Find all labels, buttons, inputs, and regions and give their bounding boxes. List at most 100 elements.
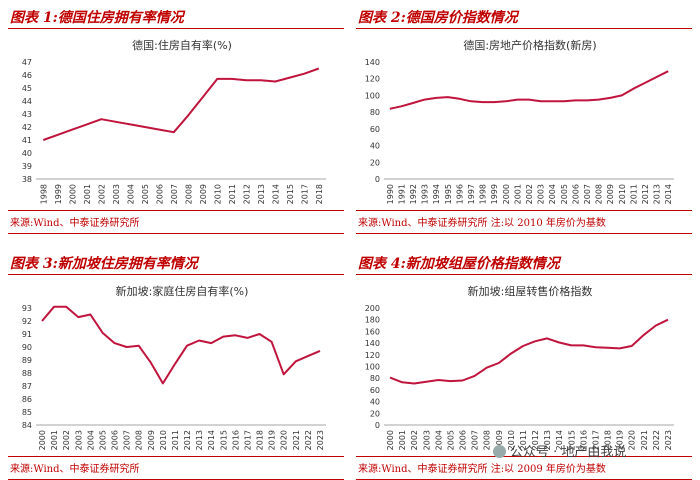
x-tick-label: 1997 (467, 184, 476, 204)
x-tick-label: 1999 (54, 184, 63, 204)
y-tick-label: 120 (365, 351, 380, 360)
y-tick-label: 91 (22, 330, 32, 339)
x-tick-label: 2014 (555, 430, 564, 450)
series-line (41, 305, 321, 385)
chart-footer: 来源:Wind、中泰证券研究所 (8, 456, 344, 480)
x-tick-label: 2001 (398, 430, 407, 450)
y-tick-label: 87 (22, 382, 32, 391)
x-tick-label: 1991 (397, 184, 406, 204)
y-tick-label: 40 (22, 149, 32, 158)
y-tick-label: 160 (365, 327, 380, 336)
x-tick-label: 2012 (531, 430, 540, 450)
x-tick-label: 1990 (386, 184, 395, 204)
x-tick-label: 2008 (483, 430, 492, 450)
y-tick-label: 86 (22, 395, 32, 404)
y-tick-label: 41 (22, 136, 32, 145)
y-tick-label: 93 (22, 304, 32, 313)
x-tick-label: 2012 (183, 430, 192, 450)
x-tick-label: 2010 (618, 184, 627, 204)
x-tick-label: 2022 (304, 430, 313, 450)
x-tick-label: 2003 (112, 184, 121, 204)
x-tick-label: 2010 (159, 430, 168, 450)
x-tick-label: 2001 (50, 430, 59, 450)
chart-header-title: 图表 4:新加坡组屋价格指数情况 (358, 256, 560, 272)
y-tick-label: 20 (370, 409, 380, 418)
y-tick-label: 39 (22, 162, 32, 171)
x-tick-label: 2005 (98, 430, 107, 450)
x-tick-label: 2020 (280, 430, 289, 450)
y-tick-label: 47 (22, 58, 32, 67)
x-tick-label: 2002 (62, 430, 71, 450)
x-tick-label: 1998 (39, 184, 48, 204)
x-tick-label: 2003 (537, 184, 546, 204)
x-tick-label: 2018 (604, 430, 613, 450)
y-tick-label: 92 (22, 317, 32, 326)
wechat-icon (493, 445, 506, 458)
y-tick-label: 45 (22, 84, 32, 93)
x-tick-label: 2009 (147, 430, 156, 450)
x-tick-label: 2015 (219, 430, 228, 450)
chart-header: 图表 3:新加坡住房拥有率情况 (8, 250, 344, 275)
x-tick-label: 1993 (421, 184, 430, 204)
y-tick-label: 0 (375, 175, 380, 184)
chart-header: 图表 4:新加坡组屋价格指数情况 (356, 250, 692, 275)
y-tick-label: 200 (365, 304, 380, 313)
y-tick-label: 60 (370, 386, 380, 395)
y-tick-label: 88 (22, 369, 32, 378)
y-tick-label: 40 (370, 142, 380, 151)
chart-header-title: 图表 2:德国房价指数情况 (358, 10, 518, 26)
x-tick-label: 2001 (83, 184, 92, 204)
x-tick-label: 2004 (86, 430, 95, 450)
x-tick-label: 2007 (123, 430, 132, 450)
y-tick-label: 40 (370, 398, 380, 407)
series-line (389, 70, 669, 110)
x-tick-label: 2014 (271, 184, 280, 204)
x-tick-label: 2004 (548, 184, 557, 204)
watermark-text: 公众号 · 地产由我说 (510, 445, 627, 460)
x-tick-label: 2019 (616, 430, 625, 450)
chart-source-note: 来源:Wind、中泰证券研究所 (10, 218, 140, 229)
x-tick-label: 2009 (606, 184, 615, 204)
y-tick-label: 89 (22, 356, 32, 365)
y-tick-label: 20 (370, 158, 380, 167)
chart-panel-4: 图表 4:新加坡组屋价格指数情况 新加坡:组屋转售价格指数 0 20 40 60 80 10… (356, 250, 692, 480)
x-tick-label: 1994 (432, 184, 441, 204)
y-tick-label: 90 (22, 343, 32, 352)
x-tick-label: 2021 (640, 430, 649, 450)
x-tick-label: 2014 (207, 430, 216, 450)
x-tick-label: 1995 (444, 184, 453, 204)
x-tick-label: 1996 (455, 184, 464, 204)
chart-header-title: 图表 1:德国住房拥有率情况 (10, 10, 184, 26)
chart-title: 德国:房地产价格指数(新房) (463, 38, 596, 52)
x-tick-label: 2009 (495, 430, 504, 450)
x-tick-label: 2013 (257, 184, 266, 204)
x-tick-label: 2000 (386, 430, 395, 450)
x-tick-label: 2013 (543, 430, 552, 450)
y-tick-label: 43 (22, 110, 32, 119)
chart-source-note: 来源:Wind、中泰证券研究所 注:以 2009 年房价为基数 (358, 464, 606, 475)
x-tick-label: 2006 (111, 430, 120, 450)
x-tick-label: 2004 (126, 184, 135, 204)
chart-title: 德国:住房自有率(%) (132, 38, 232, 52)
y-tick-label: 180 (365, 316, 380, 325)
chart-header-title: 图表 3:新加坡住房拥有率情况 (10, 256, 198, 272)
y-tick-label: 140 (365, 339, 380, 348)
x-tick-label: 2013 (195, 430, 204, 450)
x-tick-label: 2018 (315, 184, 324, 204)
x-tick-label: 2003 (74, 430, 83, 450)
x-tick-label: 2017 (591, 430, 600, 450)
y-tick-label: 42 (22, 123, 32, 132)
x-tick-label: 2019 (268, 430, 277, 450)
x-tick-label: 2011 (629, 184, 638, 204)
x-tick-label: 2009 (199, 184, 208, 204)
x-tick-label: 2008 (595, 184, 604, 204)
x-tick-label: 2008 (184, 184, 193, 204)
x-tick-label: 2021 (292, 430, 301, 450)
chart-title: 新加坡:组屋转售价格指数 (468, 284, 593, 298)
x-tick-label: 2016 (579, 430, 588, 450)
x-tick-label: 2017 (300, 184, 309, 204)
x-tick-label: 2011 (228, 184, 237, 204)
x-tick-label: 2007 (583, 184, 592, 204)
chart-title: 新加坡:家庭住房自有率(%) (116, 284, 249, 298)
